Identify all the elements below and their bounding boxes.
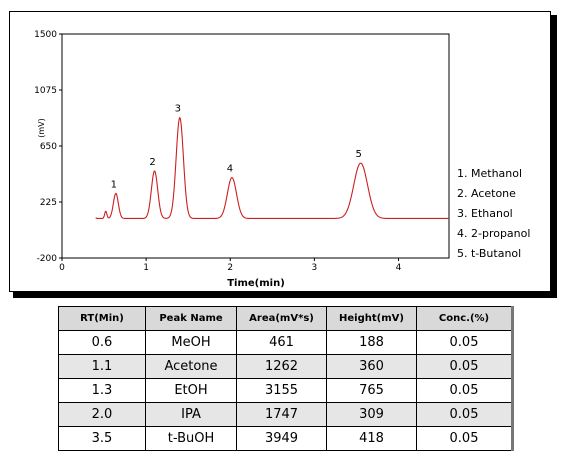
peak-label: 1 — [111, 179, 117, 190]
y-tick-label: 650 — [40, 142, 57, 152]
x-axis-title: Time(min) — [227, 278, 285, 289]
cell-height: 188 — [326, 330, 417, 355]
x-axis: 0 1 2 3 4 — [59, 258, 402, 273]
table-row: 0.6 MeOH 461 188 0.05 — [58, 330, 514, 355]
legend-entry: 1. Methanol — [457, 167, 522, 180]
cell-area: 1262 — [236, 354, 327, 379]
table-row: 2.0 IPA 1747 309 0.05 — [58, 402, 514, 427]
peak-label: 2 — [149, 157, 155, 168]
x-tick-label: 1 — [143, 263, 149, 273]
cell-height: 765 — [326, 378, 417, 403]
table-row: 1.3 EtOH 3155 765 0.05 — [58, 378, 514, 403]
col-header-peak-name: Peak Name — [145, 306, 237, 331]
legend-entry: 2. Acetone — [457, 187, 516, 200]
x-tick-label: 2 — [227, 263, 233, 273]
peak-label: 4 — [227, 164, 233, 175]
cell-conc: 0.05 — [416, 426, 514, 451]
legend-entry: 5. t-Butanol — [457, 247, 521, 260]
chromatogram-trace — [95, 116, 449, 220]
x-tick-label: 3 — [312, 263, 318, 273]
cell-conc: 0.05 — [416, 330, 514, 355]
table-header-row: RT(Min) Peak Name Area(mV*s) Height(mV) … — [58, 306, 514, 331]
cell-rt: 1.3 — [58, 378, 146, 403]
cell-area: 1747 — [236, 402, 327, 427]
peak-label: 5 — [355, 149, 361, 160]
cell-conc: 0.05 — [416, 378, 514, 403]
peak-label: 3 — [175, 104, 181, 115]
plot-area — [61, 33, 450, 259]
cell-rt: 2.0 — [58, 402, 146, 427]
y-tick-label: 1075 — [34, 86, 57, 96]
cell-rt: 0.6 — [58, 330, 146, 355]
cell-peak-name: MeOH — [145, 330, 237, 355]
cell-height: 418 — [326, 426, 417, 451]
col-header-area: Area(mV*s) — [236, 306, 327, 331]
cell-area: 3155 — [236, 378, 327, 403]
y-tick-label: 1500 — [34, 30, 57, 40]
cell-area: 461 — [236, 330, 327, 355]
cell-height: 309 — [326, 402, 417, 427]
cell-rt: 3.5 — [58, 426, 146, 451]
y-axis-title: (mV) — [37, 118, 46, 138]
cell-peak-name: IPA — [145, 402, 237, 427]
cell-rt: 1.1 — [58, 354, 146, 379]
peak-labels: 1 2 3 4 5 — [111, 104, 362, 191]
col-header-conc: Conc.(%) — [416, 306, 514, 331]
table-row: 3.5 t-BuOH 3949 418 0.05 — [58, 426, 514, 451]
cell-conc: 0.05 — [416, 402, 514, 427]
cell-height: 360 — [326, 354, 417, 379]
y-tick-label: -200 — [37, 254, 58, 264]
col-header-height: Height(mV) — [326, 306, 417, 331]
x-tick-label: 0 — [59, 263, 65, 273]
x-tick-label: 4 — [396, 263, 402, 273]
legend-entry: 3. Ethanol — [457, 207, 513, 220]
legend-entry: 4. 2-propanol — [457, 227, 530, 240]
cell-conc: 0.05 — [416, 354, 514, 379]
cell-peak-name: EtOH — [145, 378, 237, 403]
compound-legend: 1. Methanol 2. Acetone 3. Ethanol 4. 2-prop… — [457, 167, 530, 260]
cell-peak-name: t-BuOH — [145, 426, 237, 451]
col-header-rt: RT(Min) — [58, 306, 146, 331]
cell-peak-name: Acetone — [145, 354, 237, 379]
cell-area: 3949 — [236, 426, 327, 451]
y-tick-label: 225 — [40, 198, 57, 208]
table-row: 1.1 Acetone 1262 360 0.05 — [58, 354, 514, 379]
y-axis: -200 225 650 1075 1500 — [34, 30, 62, 264]
results-table: RT(Min) Peak Name Area(mV*s) Height(mV) … — [58, 306, 514, 451]
